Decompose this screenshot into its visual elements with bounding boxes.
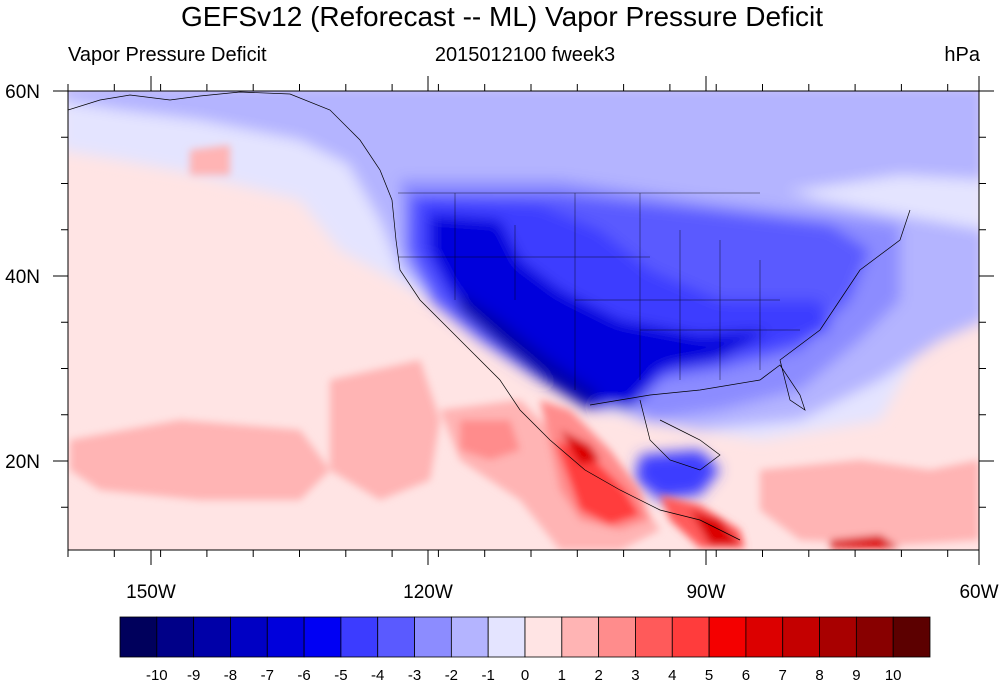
forecast-label: 2015012100 fweek3 xyxy=(434,44,616,66)
colorbar-tick-label: -8 xyxy=(224,667,237,684)
colorbar-tick-label: -3 xyxy=(408,667,421,684)
colorbar-swatch xyxy=(377,616,415,658)
lon-axis-labels: 150W 120W 90W 60W xyxy=(126,582,998,603)
colorbar-swatch xyxy=(156,616,195,658)
colorbar xyxy=(119,616,931,658)
colorbar-swatch xyxy=(855,616,894,658)
colorbar-swatch xyxy=(266,616,305,658)
units-label: hPa xyxy=(944,44,980,66)
colorbar-tick-label: 7 xyxy=(779,667,787,684)
lat-label: 40N xyxy=(5,267,40,288)
colorbar-swatch xyxy=(782,616,820,658)
colorbar-swatch xyxy=(598,616,636,658)
colorbar-swatch xyxy=(119,616,158,658)
lon-label: 150W xyxy=(126,582,176,603)
colorbar-tick-label: 1 xyxy=(558,667,566,684)
colorbar-swatch xyxy=(193,616,231,658)
colorbar-swatch xyxy=(414,616,452,658)
lon-label: 90W xyxy=(686,582,725,603)
lon-label: 120W xyxy=(403,582,453,603)
colorbar-swatch xyxy=(892,616,931,658)
lat-axis-labels: 60N 40N 20N xyxy=(5,82,40,473)
colorbar-tick-label: -4 xyxy=(371,667,384,684)
colorbar-tick-label: 0 xyxy=(521,667,529,684)
colorbar-swatch xyxy=(708,616,747,658)
colorbar-swatch xyxy=(561,616,600,658)
colorbar-labels: -10 -9 -8 -7 -6 -5 -4 -3 -2 -1 0 1 2 3 4 5 6 7 8 9 10 xyxy=(146,667,902,684)
colorbar-tick-label: -10 xyxy=(146,667,168,684)
colorbar-swatch xyxy=(450,616,489,658)
lat-label: 60N xyxy=(5,82,40,103)
colorbar-tick-label: 9 xyxy=(852,667,860,684)
colorbar-tick-label: 10 xyxy=(885,667,902,684)
colorbar-swatch xyxy=(487,616,526,658)
colorbar-tick-label: -1 xyxy=(482,667,495,684)
colorbar-tick-label: -2 xyxy=(445,667,458,684)
colorbar-swatch xyxy=(745,616,784,658)
colorbar-tick-label: -5 xyxy=(334,667,347,684)
colorbar-swatch xyxy=(303,616,342,658)
colorbar-tick-label: 4 xyxy=(668,667,676,684)
colorbar-swatch xyxy=(671,616,710,658)
colorbar-swatch xyxy=(819,616,857,658)
map-ticks xyxy=(53,76,994,565)
vpd-contour-field xyxy=(68,91,979,550)
colorbar-tick-label: 2 xyxy=(594,667,602,684)
variable-label: Vapor Pressure Deficit xyxy=(68,44,267,66)
colorbar-swatch xyxy=(340,616,379,658)
colorbar-swatch xyxy=(230,616,268,658)
colorbar-tick-label: 5 xyxy=(705,667,713,684)
colorbar-tick-label: 3 xyxy=(631,667,639,684)
map-title: GEFSv12 (Reforecast -- ML) Vapor Pressur… xyxy=(180,1,824,32)
lat-label: 20N xyxy=(5,452,40,473)
colorbar-tick-label: 6 xyxy=(742,667,750,684)
lon-label: 60W xyxy=(959,582,998,603)
colorbar-swatch xyxy=(524,616,563,658)
colorbar-tick-label: -6 xyxy=(297,667,310,684)
colorbar-swatch xyxy=(635,616,673,658)
colorbar-tick-label: -9 xyxy=(187,667,200,684)
colorbar-tick-label: 8 xyxy=(815,667,823,684)
colorbar-tick-label: -7 xyxy=(261,667,274,684)
